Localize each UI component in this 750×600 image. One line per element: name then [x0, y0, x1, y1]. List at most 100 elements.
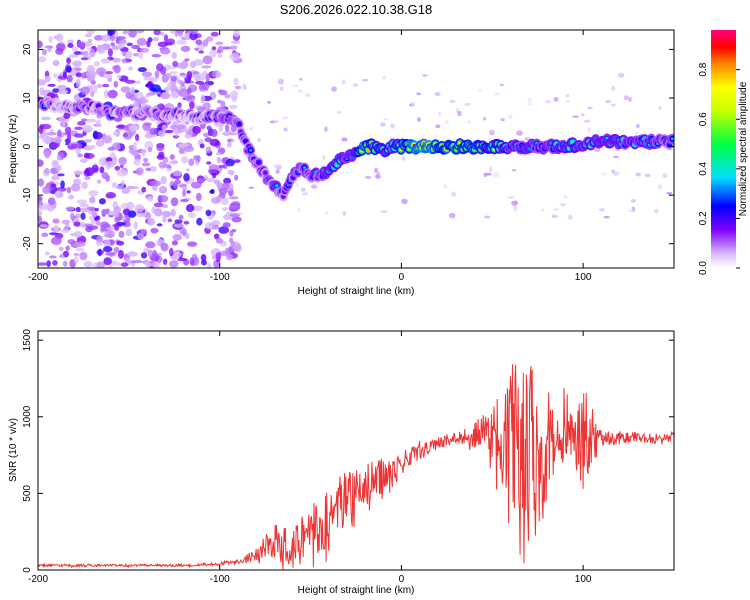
- noise-blob: [66, 39, 75, 44]
- noise-blob: [52, 88, 60, 94]
- noise-blob: [91, 211, 97, 218]
- noise-blob: [160, 175, 167, 185]
- noise-blob: [301, 187, 306, 192]
- x-tick-label: -200: [28, 272, 48, 283]
- noise-blob: [38, 159, 44, 167]
- noise-blob: [125, 228, 133, 237]
- noise-blob: [156, 154, 165, 160]
- noise-blob: [46, 260, 51, 268]
- noise-blob: [46, 131, 57, 136]
- noise-blob: [295, 182, 300, 188]
- noise-blob: [508, 114, 513, 120]
- noise-blob: [149, 127, 158, 136]
- noise-blob: [180, 45, 191, 52]
- noise-blob: [580, 112, 585, 117]
- noise-blob: [341, 79, 346, 85]
- noise-blob: [51, 159, 59, 169]
- noise-blob: [228, 196, 239, 200]
- noise-blob: [114, 165, 121, 171]
- noise-blob: [168, 247, 174, 257]
- noise-blob: [81, 181, 88, 190]
- noise-blob: [180, 198, 189, 203]
- noise-blob: [153, 202, 164, 208]
- noise-blob: [230, 240, 235, 248]
- noise-blob: [60, 180, 65, 189]
- noise-blob: [67, 42, 74, 48]
- noise-blob: [171, 52, 178, 59]
- noise-blob: [401, 198, 408, 205]
- noise-blob: [48, 36, 53, 43]
- noise-blob: [75, 213, 81, 219]
- y-tick-label: 10: [22, 92, 33, 104]
- noise-blob: [115, 184, 125, 190]
- noise-blob: [162, 204, 169, 209]
- colorbar-tick-label: 0.0: [698, 261, 709, 275]
- noise-blob: [141, 148, 147, 157]
- noise-blob: [127, 251, 138, 257]
- noise-blob: [167, 218, 173, 223]
- noise-blob: [222, 131, 231, 137]
- noise-blob: [126, 185, 137, 190]
- snr-y-ticks: 0 500 1000 1500: [22, 329, 674, 573]
- y-tick-label: 0: [22, 567, 33, 573]
- noise-blob: [331, 86, 337, 92]
- noise-blob: [58, 89, 69, 95]
- noise-blob: [444, 120, 449, 125]
- noise-blob: [291, 84, 299, 88]
- noise-blob: [41, 48, 48, 56]
- noise-blob: [85, 225, 93, 233]
- snr-y-label: SNR (10 * v/v): [8, 418, 19, 482]
- noise-blob: [83, 138, 92, 143]
- noise-blob: [249, 127, 254, 130]
- noise-blob: [201, 82, 210, 91]
- noise-blob: [215, 71, 222, 79]
- noise-blob: [133, 30, 145, 34]
- noise-blob: [121, 51, 127, 57]
- noise-blob: [104, 252, 116, 256]
- noise-blob: [56, 129, 62, 139]
- noise-blob: [44, 75, 51, 83]
- ridge-core: [249, 148, 253, 152]
- noise-blob: [611, 103, 616, 107]
- noise-blob: [38, 56, 46, 63]
- noise-blob: [210, 196, 221, 204]
- noise-blob: [443, 184, 448, 189]
- noise-blob: [242, 83, 247, 90]
- noise-blob: [145, 167, 152, 172]
- noise-blob: [230, 90, 239, 100]
- noise-blob: [166, 38, 176, 46]
- noise-blob: [210, 188, 215, 195]
- noise-blob: [101, 34, 111, 42]
- noise-blob: [200, 259, 207, 266]
- noise-blob: [196, 217, 203, 226]
- ridge-core: [571, 140, 575, 144]
- noise-blob: [229, 205, 238, 209]
- noise-blob: [80, 57, 89, 61]
- snr-x-label: Height of straight line (km): [298, 585, 415, 596]
- noise-blob: [80, 86, 91, 95]
- noise-blob: [168, 260, 179, 268]
- snr-panel: -200 -100 0 100 0 500 1000 1500 Height of stra…: [8, 329, 675, 596]
- noise-blob: [644, 173, 651, 178]
- spectrogram-x-label: Height of straight line (km): [298, 286, 415, 297]
- noise-blob: [68, 194, 75, 200]
- noise-blob: [104, 71, 114, 75]
- noise-blob: [183, 145, 195, 152]
- noise-blob: [200, 254, 207, 262]
- noise-blob: [77, 121, 86, 126]
- noise-blob: [225, 158, 235, 167]
- noise-blob: [467, 120, 472, 123]
- noise-blob: [81, 118, 88, 122]
- noise-blob: [551, 214, 559, 218]
- noise-blob: [140, 252, 148, 259]
- noise-blob: [120, 262, 129, 267]
- noise-blob: [188, 100, 195, 110]
- noise-blob: [55, 33, 64, 42]
- noise-blob: [172, 170, 182, 177]
- noise-blob: [630, 199, 637, 203]
- noise-blob: [38, 178, 45, 187]
- noise-blob: [87, 38, 93, 43]
- noise-blob: [67, 238, 76, 245]
- noise-blob: [56, 42, 66, 52]
